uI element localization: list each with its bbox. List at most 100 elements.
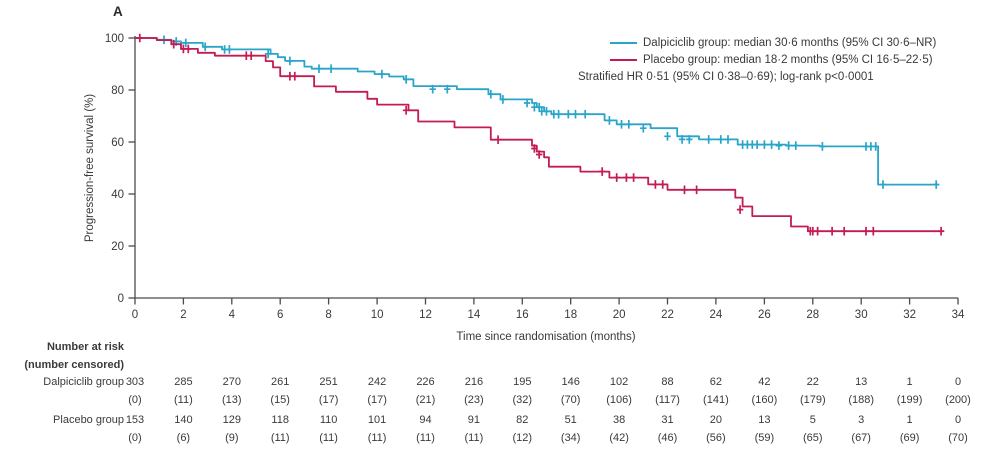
risk-count-cell: 62 bbox=[709, 376, 723, 388]
x-tick-label: 20 bbox=[613, 309, 626, 321]
risk-censored-cell: (56) bbox=[706, 432, 726, 444]
x-tick-label: 26 bbox=[758, 309, 771, 321]
risk-count-cell: 270 bbox=[222, 376, 241, 388]
y-tick-label: 60 bbox=[111, 137, 124, 149]
risk-count-cell: 140 bbox=[174, 414, 193, 426]
risk-censored-cell: (160) bbox=[751, 394, 778, 406]
risk-count-cell: 226 bbox=[416, 376, 435, 388]
risk-count-cell: 3 bbox=[858, 414, 865, 426]
risk-count-cell: 31 bbox=[661, 414, 674, 426]
risk-censored-cell: (59) bbox=[754, 432, 775, 444]
risk-count-cell: 153 bbox=[125, 414, 145, 426]
risk-count-cell: 42 bbox=[758, 376, 771, 388]
risk-count-cell: 285 bbox=[174, 376, 193, 388]
risk-count-cell: 251 bbox=[319, 376, 338, 388]
risk-count-cell: 1 bbox=[906, 376, 913, 388]
risk-count-cell: 22 bbox=[806, 376, 819, 388]
risk-count-cell: 195 bbox=[513, 376, 532, 388]
risk-censored-cell: (9) bbox=[225, 432, 239, 444]
risk-count-cell: 129 bbox=[222, 414, 241, 426]
risk-count-cell: 88 bbox=[661, 376, 674, 388]
risk-count-cell: 146 bbox=[561, 376, 580, 388]
y-tick-label: 40 bbox=[111, 189, 124, 201]
risk-count-cell: 51 bbox=[564, 414, 577, 426]
risk-censored-cell: (46) bbox=[657, 432, 678, 444]
x-tick-label: 2 bbox=[180, 309, 186, 321]
dalpiciclib-curve bbox=[135, 37, 939, 186]
risk-count-cell: 102 bbox=[609, 376, 629, 388]
risk-censored-cell: (200) bbox=[945, 394, 971, 406]
risk-censored-cell: (141) bbox=[703, 394, 729, 406]
risk-censored-cell: (69) bbox=[899, 432, 920, 444]
x-tick-label: 28 bbox=[806, 309, 819, 321]
stats-note-text: Stratified HR 0·51 (95% CI 0·38–0·69); l… bbox=[578, 71, 874, 83]
risk-count-cell: 101 bbox=[367, 414, 387, 426]
risk-count-cell: 20 bbox=[709, 414, 723, 426]
x-tick-label: 30 bbox=[855, 309, 868, 321]
risk-censored-cell: (42) bbox=[609, 432, 629, 444]
risk-censored-cell: (70) bbox=[948, 432, 968, 444]
placebo-line-swatch bbox=[610, 58, 637, 62]
x-tick-label: 16 bbox=[516, 309, 529, 321]
risk-count-cell: 242 bbox=[367, 376, 387, 388]
risk-count-cell: 110 bbox=[319, 414, 338, 426]
placebo-curve bbox=[135, 37, 944, 233]
risk-censored-cell: (34) bbox=[560, 432, 581, 444]
y-tick-label: 100 bbox=[105, 33, 124, 45]
x-tick-label: 32 bbox=[903, 309, 916, 321]
risk-censored-cell: (13) bbox=[222, 394, 242, 406]
x-tick-label: 14 bbox=[468, 309, 481, 321]
x-tick-label: 34 bbox=[952, 309, 965, 321]
x-tick-label: 24 bbox=[710, 309, 723, 321]
risk-row-label: Dalpiciclib group bbox=[43, 376, 124, 388]
risk-censored-cell: (23) bbox=[464, 394, 484, 406]
risk-count-cell: 38 bbox=[612, 414, 626, 426]
y-tick-label: 0 bbox=[118, 293, 124, 305]
panel-label: A bbox=[113, 4, 123, 19]
y-axis-label: Progression-free survival (%) bbox=[84, 93, 96, 243]
risk-count-cell: 303 bbox=[125, 376, 145, 388]
risk-censored-cell: (106) bbox=[606, 394, 632, 406]
risk-censored-cell: (65) bbox=[803, 432, 823, 444]
y-tick-label: 80 bbox=[111, 85, 124, 97]
legend-stats-note: Stratified HR 0·51 (95% CI 0·38–0·69); l… bbox=[578, 71, 874, 83]
dalpiciclib-line-swatch bbox=[610, 41, 637, 45]
risk-count-cell: 118 bbox=[271, 414, 289, 426]
risk-count-cell: 0 bbox=[954, 376, 962, 388]
x-tick-label: 0 bbox=[132, 309, 138, 321]
x-tick-label: 18 bbox=[564, 309, 577, 321]
risk-censored-cell: (67) bbox=[851, 432, 871, 444]
risk-censored-cell: (11) bbox=[174, 394, 193, 406]
x-axis-label: Time since randomisation (months) bbox=[456, 331, 636, 343]
risk-count-cell: 0 bbox=[954, 414, 962, 426]
risk-count-cell: 94 bbox=[419, 414, 432, 426]
risk-count-cell: 1 bbox=[906, 414, 913, 426]
placebo-censor-marks bbox=[136, 33, 945, 236]
x-tick-label: 22 bbox=[661, 309, 674, 321]
risk-count-cell: 216 bbox=[464, 376, 484, 388]
risk-count-cell: 82 bbox=[516, 414, 529, 426]
risk-censored-cell: (17) bbox=[367, 394, 387, 406]
y-tick-label: 20 bbox=[111, 241, 124, 253]
risk-censored-cell: (199) bbox=[896, 394, 923, 406]
risk-table-subtitle: (number censored) bbox=[24, 359, 124, 371]
risk-censored-cell: (17) bbox=[318, 394, 339, 406]
risk-count-cell: 13 bbox=[855, 376, 868, 388]
legend-label-placebo: Placebo group: median 18·2 months (95% C… bbox=[643, 54, 933, 66]
risk-censored-cell: (32) bbox=[512, 394, 533, 406]
risk-row-label: Placebo group bbox=[53, 414, 124, 426]
x-tick-label: 4 bbox=[229, 309, 236, 321]
risk-count-cell: 13 bbox=[758, 414, 771, 426]
risk-censored-cell: (179) bbox=[799, 394, 826, 406]
risk-censored-cell: (15) bbox=[270, 394, 290, 406]
risk-table-title: Number at risk bbox=[46, 341, 124, 353]
x-tick-label: 12 bbox=[419, 309, 432, 321]
x-tick-label: 8 bbox=[325, 309, 331, 321]
risk-censored-cell: (6) bbox=[176, 432, 191, 444]
legend-item-dalpiciclib: Dalpiciclib group: median 30·6 months (9… bbox=[610, 37, 936, 49]
risk-censored-cell: (0) bbox=[128, 432, 142, 444]
risk-censored-cell: (70) bbox=[560, 394, 581, 406]
risk-censored-cell: (0) bbox=[128, 394, 142, 406]
legend-label-dalpiciclib: Dalpiciclib group: median 30·6 months (9… bbox=[643, 37, 937, 49]
